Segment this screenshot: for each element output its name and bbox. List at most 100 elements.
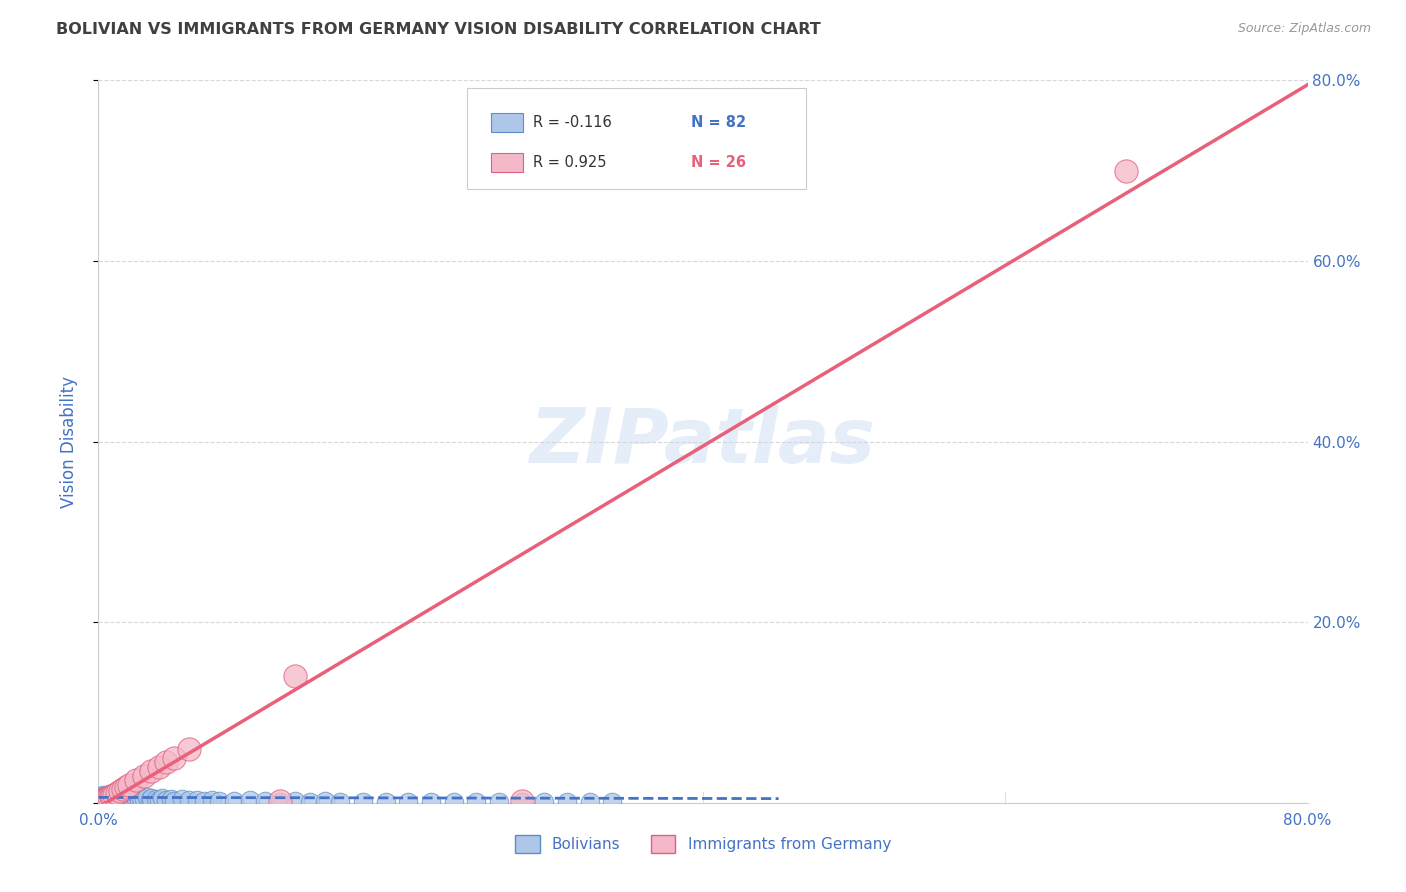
Point bbox=[269, 794, 291, 808]
Point bbox=[94, 790, 117, 805]
Point bbox=[110, 788, 132, 802]
Point bbox=[420, 795, 443, 809]
Point bbox=[269, 795, 291, 809]
Point bbox=[125, 792, 148, 806]
Point bbox=[253, 794, 276, 808]
Text: R = 0.925: R = 0.925 bbox=[533, 155, 606, 169]
Point bbox=[91, 790, 114, 805]
Point bbox=[107, 792, 129, 806]
Point bbox=[163, 794, 186, 808]
Point bbox=[121, 789, 143, 803]
Point bbox=[103, 790, 125, 805]
Point bbox=[555, 795, 578, 809]
Text: BOLIVIAN VS IMMIGRANTS FROM GERMANY VISION DISABILITY CORRELATION CHART: BOLIVIAN VS IMMIGRANTS FROM GERMANY VISI… bbox=[56, 22, 821, 37]
Point bbox=[90, 789, 112, 803]
Point bbox=[396, 795, 419, 809]
Point bbox=[103, 792, 125, 806]
Point bbox=[374, 795, 396, 809]
Point bbox=[148, 760, 170, 774]
Point bbox=[352, 795, 374, 809]
Point bbox=[118, 791, 141, 805]
Point bbox=[108, 784, 131, 798]
Point bbox=[179, 741, 201, 756]
Point bbox=[94, 792, 117, 806]
Point bbox=[124, 790, 146, 805]
Point bbox=[299, 795, 322, 809]
Point bbox=[510, 795, 533, 809]
Point bbox=[100, 789, 122, 804]
Point bbox=[93, 789, 115, 804]
FancyBboxPatch shape bbox=[492, 113, 523, 132]
Point bbox=[98, 792, 121, 806]
Point bbox=[224, 794, 246, 808]
FancyBboxPatch shape bbox=[492, 153, 523, 172]
Point bbox=[114, 780, 136, 795]
Y-axis label: Vision Disability: Vision Disability bbox=[59, 376, 77, 508]
Point bbox=[100, 793, 122, 807]
Point bbox=[94, 792, 117, 806]
Point bbox=[100, 789, 122, 804]
Point bbox=[91, 793, 114, 807]
Point bbox=[465, 795, 488, 809]
Point bbox=[510, 794, 533, 808]
Point bbox=[208, 794, 231, 808]
Point bbox=[101, 789, 124, 803]
Point bbox=[105, 791, 128, 805]
Point bbox=[111, 792, 134, 806]
Point bbox=[110, 791, 132, 805]
Point bbox=[155, 755, 177, 769]
Point bbox=[90, 792, 112, 806]
Text: R = -0.116: R = -0.116 bbox=[533, 115, 612, 130]
Point bbox=[160, 792, 183, 806]
Point bbox=[129, 791, 152, 805]
Legend: Bolivians, Immigrants from Germany: Bolivians, Immigrants from Germany bbox=[508, 827, 898, 860]
Point bbox=[145, 792, 167, 806]
Text: N = 82: N = 82 bbox=[690, 115, 747, 130]
Point bbox=[488, 795, 510, 809]
Point bbox=[96, 791, 118, 805]
Point bbox=[112, 790, 135, 805]
Point bbox=[105, 789, 128, 803]
Text: N = 26: N = 26 bbox=[690, 155, 747, 169]
Point bbox=[107, 790, 129, 805]
Point bbox=[179, 793, 201, 807]
Point bbox=[96, 791, 118, 805]
Point bbox=[108, 793, 131, 807]
Point bbox=[602, 795, 624, 809]
Point bbox=[132, 792, 155, 806]
Point bbox=[329, 795, 352, 809]
Point bbox=[170, 792, 193, 806]
Point bbox=[93, 791, 115, 805]
Point bbox=[89, 795, 111, 809]
Point bbox=[90, 794, 112, 808]
Point bbox=[578, 795, 600, 809]
Point bbox=[89, 791, 111, 805]
Point bbox=[443, 795, 465, 809]
Point bbox=[314, 794, 336, 808]
Point bbox=[239, 793, 262, 807]
Point bbox=[96, 789, 118, 804]
Point bbox=[284, 669, 307, 683]
Point bbox=[163, 750, 186, 764]
Point bbox=[141, 764, 163, 779]
Point bbox=[135, 790, 157, 805]
Text: Source: ZipAtlas.com: Source: ZipAtlas.com bbox=[1237, 22, 1371, 36]
Point bbox=[201, 793, 224, 807]
Point bbox=[155, 793, 177, 807]
Point bbox=[103, 788, 125, 802]
Point bbox=[533, 795, 555, 809]
Point bbox=[101, 789, 124, 803]
Point bbox=[125, 773, 148, 788]
Point bbox=[91, 793, 114, 807]
Point bbox=[104, 793, 127, 807]
Point bbox=[93, 793, 115, 807]
Point bbox=[150, 791, 173, 805]
Point bbox=[186, 793, 208, 807]
Point bbox=[141, 791, 163, 805]
Point bbox=[118, 778, 141, 792]
Point bbox=[284, 794, 307, 808]
Text: ZIPatlas: ZIPatlas bbox=[530, 405, 876, 478]
Point bbox=[104, 789, 127, 804]
Point bbox=[114, 793, 136, 807]
Point bbox=[120, 792, 142, 806]
